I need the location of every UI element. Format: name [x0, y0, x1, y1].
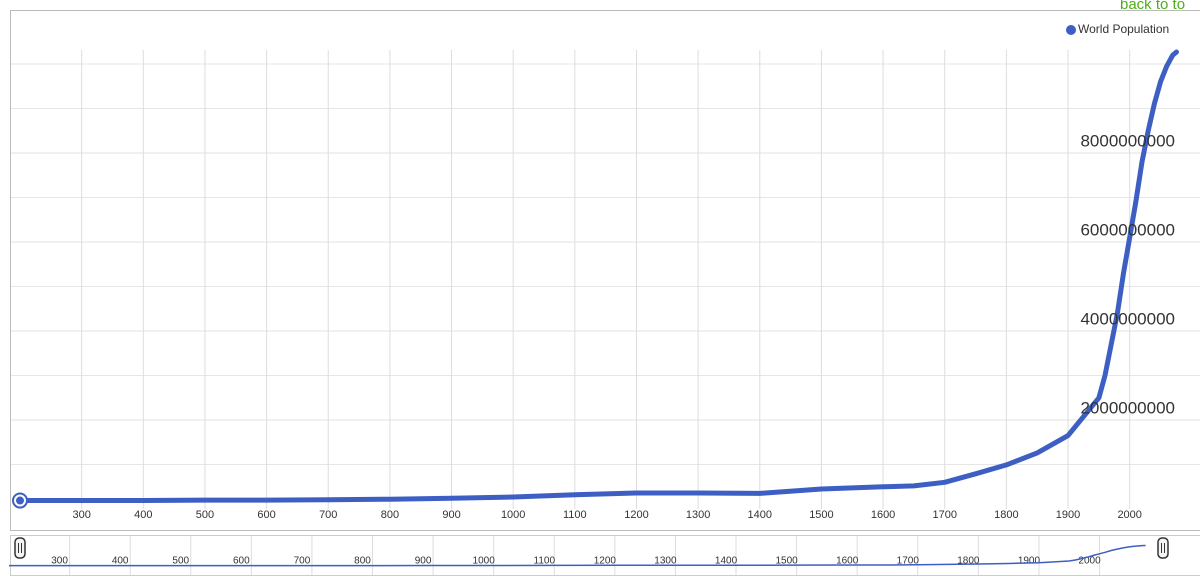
series-line — [17, 49, 1179, 503]
navigator-tick-label: 1100 — [534, 556, 556, 567]
x-tick-label: 1900 — [1056, 509, 1080, 521]
navigator-line — [9, 544, 1146, 567]
x-tick-label: 700 — [319, 509, 337, 521]
navigator-tick-label: 1900 — [1018, 556, 1041, 567]
navigator-tick-label: 1200 — [594, 556, 617, 567]
x-tick-label: 1700 — [932, 509, 956, 521]
x-tick-label: 2000 — [1117, 509, 1141, 521]
navigator-tick-label: 600 — [233, 556, 250, 567]
navigator-tick-label: 1600 — [836, 556, 859, 567]
back-to-top-link[interactable]: back to to — [1120, 0, 1185, 13]
navigator-tick-label: 1400 — [715, 556, 738, 567]
x-tick-label: 1200 — [624, 509, 648, 521]
navigator-handle[interactable] — [1157, 537, 1169, 559]
x-tick-label: 500 — [196, 509, 214, 521]
navigator-tick-label: 2000 — [1078, 556, 1101, 567]
y-tick-label: 2000000000 — [1080, 398, 1175, 417]
navigator-tick-label: 1500 — [775, 556, 798, 567]
x-tick-label: 1400 — [748, 509, 772, 521]
x-tick-label: 1800 — [994, 509, 1018, 521]
x-tick-label: 1500 — [809, 509, 833, 521]
x-tick-label: 1300 — [686, 509, 710, 521]
navigator-tick-label: 1800 — [957, 556, 980, 567]
navigator-tick-label: 800 — [354, 556, 371, 567]
navigator-tick-label: 700 — [294, 556, 311, 567]
navigator-tick-label: 1000 — [473, 556, 496, 567]
navigator-tick-label: 400 — [112, 556, 129, 567]
navigator-tick-label: 300 — [51, 556, 68, 567]
legend-marker[interactable] — [1066, 25, 1076, 35]
start-marker-dot — [16, 496, 24, 505]
navigator-frame — [10, 535, 1200, 576]
x-tick-label: 1600 — [871, 509, 895, 521]
y-tick-label: 6000000000 — [1080, 220, 1175, 239]
plot-frame — [10, 10, 1200, 531]
navigator-tick-label: 500 — [172, 556, 189, 567]
navigator-tick-label: 900 — [415, 556, 432, 567]
navigator-handle[interactable] — [14, 537, 26, 559]
y-tick-label: 4000000000 — [1080, 309, 1175, 328]
x-tick-label: 400 — [134, 509, 152, 521]
x-tick-label: 1000 — [501, 509, 525, 521]
y-tick-label: 8000000000 — [1080, 131, 1175, 150]
navigator-tick-label: 1700 — [897, 556, 920, 567]
x-tick-label: 300 — [72, 509, 90, 521]
legend-label[interactable]: World Population — [1078, 22, 1169, 36]
navigator-tick-label: 1300 — [654, 556, 677, 567]
x-tick-label: 1100 — [563, 509, 587, 521]
x-tick-label: 800 — [381, 509, 399, 521]
x-tick-label: 900 — [442, 509, 460, 521]
x-tick-label: 600 — [257, 509, 275, 521]
